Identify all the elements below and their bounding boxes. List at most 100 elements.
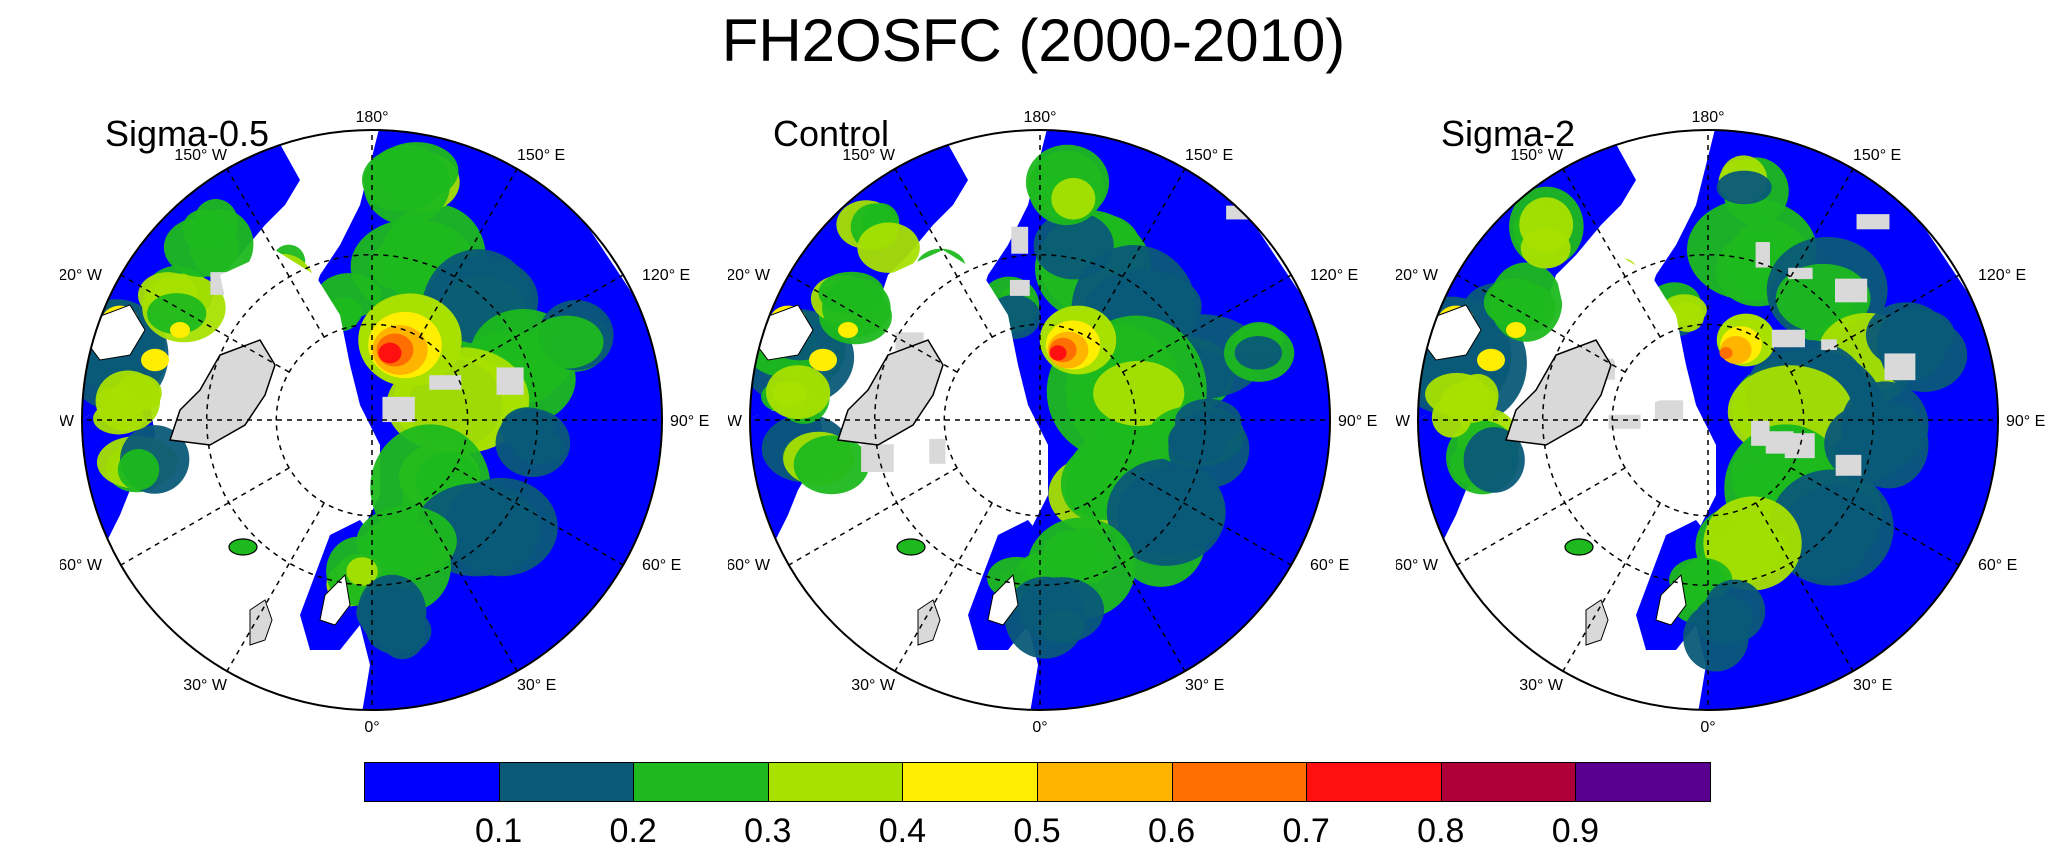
field-patch (1716, 170, 1772, 205)
field-patch (95, 370, 161, 432)
longitude-label: 60° W (60, 557, 103, 574)
field-patch (117, 449, 160, 491)
baltic-sea (319, 573, 351, 626)
latitude-circle (205, 253, 539, 587)
map-panel-sigma-2: 180° 0° 90° W 90° E 150° W 150° E 120° W 120° E… (1396, 105, 2056, 755)
field-patch (1116, 479, 1197, 554)
colorbar-tick-label: 0.5 (1013, 812, 1061, 850)
field-patch (1670, 301, 1705, 332)
field-patch (1463, 427, 1525, 493)
field-patch (1489, 262, 1563, 342)
colorbar-tick-label: 0.9 (1551, 812, 1600, 850)
colorbar-tick-label: 0.8 (1417, 812, 1465, 850)
field-patch (1707, 604, 1750, 641)
longitude-label: 60° E (1978, 557, 2017, 574)
iceland (896, 538, 926, 556)
missing-data-block (1771, 329, 1805, 348)
field-patch (1004, 576, 1086, 659)
longitude-label: 30° W (851, 677, 896, 694)
map-panel-sigma-0.5: 180° 0° 90° W 90° E 150° W 150° E 120° W 120° E… (60, 105, 720, 755)
field-patch (793, 435, 870, 495)
british-isles (1585, 599, 1609, 646)
meridian-line (788, 467, 958, 566)
longitude-label: 90° W (728, 413, 743, 430)
iceland (228, 538, 258, 556)
latitude-circle (1611, 323, 1805, 517)
panel-label: Control (773, 113, 890, 154)
polar-map: 180° 0° 90° W 90° E 150° W 150° E 120° W 120° E… (728, 109, 1377, 736)
field-patch (1168, 410, 1250, 488)
meridian-line (226, 168, 325, 338)
missing-data-block (1755, 242, 1770, 268)
meridian-line (1087, 168, 1186, 338)
colorbar-box (364, 762, 501, 802)
colorbar-tick-label: 0.1 (474, 812, 523, 850)
meridian-line (1122, 274, 1292, 373)
longitude-label: 30° W (183, 677, 228, 694)
map-panel-control: 180° 0° 90° W 90° E 150° W 150° E 120° W 120° E… (728, 105, 1388, 755)
latitude-circle (943, 323, 1137, 517)
longitude-label: 0° (364, 719, 379, 736)
longitude-label: 150° E (1185, 147, 1233, 164)
greenland (836, 339, 944, 446)
field-patch (1431, 396, 1472, 438)
meridian-line (454, 274, 624, 373)
longitude-label: 120° W (60, 267, 103, 284)
longitude-label: 90° E (670, 413, 709, 430)
missing-data-block (1821, 339, 1837, 351)
colorbar-box (902, 762, 1039, 802)
meridian-line (1562, 502, 1661, 672)
map-boundary (749, 129, 1331, 711)
longitude-label: 60° E (642, 557, 681, 574)
polar-map: 180° 0° 90° W 90° E 150° W 150° E 120° W 120° E… (60, 109, 709, 736)
longitude-label: 60° W (1396, 557, 1439, 574)
missing-data-block (1608, 414, 1641, 429)
longitude-label: 90° E (1338, 413, 1377, 430)
british-isles (249, 599, 273, 646)
missing-data-block (1784, 433, 1815, 459)
missing-data-block (1011, 226, 1029, 254)
map-boundary (81, 129, 663, 711)
colorbar-box (1575, 762, 1712, 802)
longitude-label: 30° E (1853, 677, 1892, 694)
meridian-line (788, 274, 958, 373)
longitude-label: 150° E (517, 147, 565, 164)
longitude-label: 120° E (642, 267, 690, 284)
baltic-sea (1655, 573, 1687, 626)
panel-label: Sigma-2 (1441, 113, 1576, 154)
colorbar-box (1306, 762, 1443, 802)
longitude-label: 30° E (517, 677, 556, 694)
figure-title: FH2OSFC (2000-2010) (721, 7, 1346, 74)
field-patch (1841, 381, 1929, 470)
missing-data-block (496, 367, 524, 395)
colorbar-tick-label: 0.7 (1282, 812, 1330, 850)
field-patch (163, 217, 240, 278)
field-patch (1703, 496, 1802, 591)
field-patch (346, 557, 378, 586)
panel-label: Sigma-0.5 (105, 113, 270, 154)
field-patch (147, 293, 207, 335)
meridian-line (1790, 467, 1960, 566)
field-patch (809, 348, 837, 372)
longitude-label: 120° W (728, 267, 771, 284)
field-patch (1051, 177, 1096, 220)
colorbar-tick-label: 0.2 (609, 812, 657, 850)
field-patch (141, 348, 169, 372)
latitude-circle (873, 253, 1207, 587)
meridian-line (1755, 168, 1854, 338)
field-patch (857, 222, 920, 273)
longitude-label: 90° E (2006, 413, 2045, 430)
colorbar-box (767, 762, 904, 802)
colorbar-tick-label: 0.4 (878, 812, 927, 850)
meridian-line (894, 168, 993, 338)
field-patch (170, 322, 190, 338)
meridian-line (894, 502, 993, 672)
field-patch (772, 381, 807, 407)
field-patch (362, 148, 444, 212)
colorbar-box (498, 762, 635, 802)
field-hotspot (1719, 347, 1733, 359)
field-patch (1234, 336, 1282, 370)
missing-data-block (382, 396, 415, 423)
longitude-label: 150° W (842, 147, 896, 164)
field-patch (457, 494, 523, 557)
